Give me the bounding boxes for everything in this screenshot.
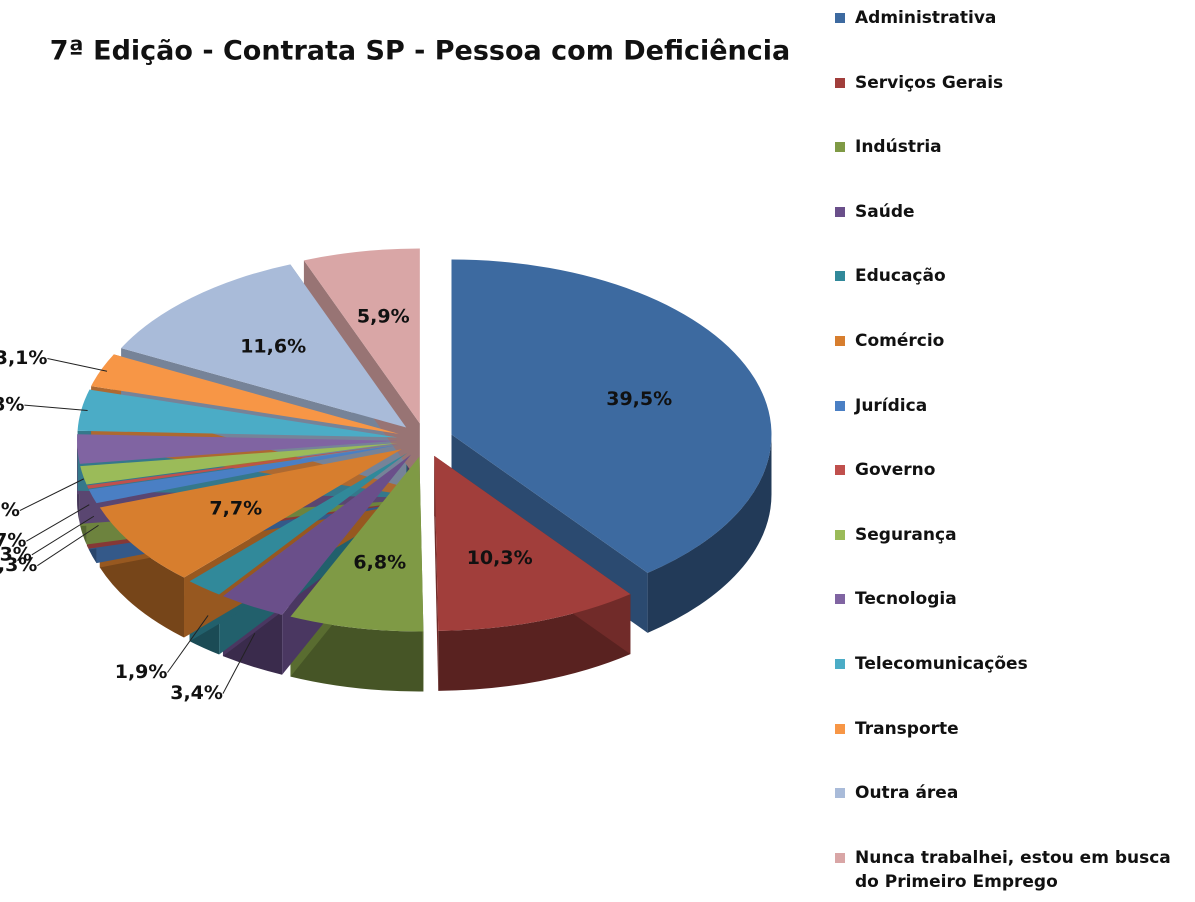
legend-swatch <box>835 13 845 23</box>
slice-side <box>647 434 772 633</box>
legend-label: Tecnologia <box>855 589 957 610</box>
legend-item: Indústria <box>835 135 1185 159</box>
legend-label: Administrativa <box>855 8 997 28</box>
legend-label: Governo <box>855 460 936 481</box>
slice <box>290 456 424 632</box>
legend-swatch <box>835 852 845 863</box>
legend-item: Tecnologia <box>835 587 1185 611</box>
leader-line <box>24 404 88 412</box>
slice <box>434 455 631 631</box>
data-label: 0,3% <box>0 543 32 565</box>
legend-label: Transporte <box>855 718 959 739</box>
legend-label: Comércio <box>855 331 945 351</box>
slice <box>451 259 772 573</box>
legend-item: Jurídica <box>835 394 1185 418</box>
data-label: 39,5% <box>606 388 672 410</box>
legend-item: Serviços Gerais <box>835 71 1185 95</box>
legend-item: Transporte <box>835 717 1185 741</box>
slice <box>303 248 420 424</box>
legend-item: Nunca trabalhei, estou em busca do Prime… <box>835 846 1185 894</box>
legend-swatch <box>835 659 845 669</box>
slice <box>189 452 408 595</box>
slice <box>121 264 407 428</box>
legend-swatch <box>835 529 845 540</box>
legend-label: Indústria <box>855 137 942 158</box>
legend-item: Governo <box>835 458 1185 482</box>
leader-line <box>37 524 99 567</box>
slice <box>99 449 402 578</box>
legend-swatch <box>835 336 845 346</box>
legend-label: Saúde <box>855 201 915 222</box>
slice <box>91 354 399 434</box>
slice <box>80 443 398 485</box>
legend-label: Jurídica <box>855 395 928 416</box>
legend-item: Educação <box>835 264 1185 288</box>
leader-line <box>31 515 95 556</box>
legend-swatch <box>835 594 845 605</box>
data-labels: 39,5% 10,3% 6,8% 3,4%1,9% 7,7% 1,3%0,3%1,7% 2,… <box>0 305 672 704</box>
slice <box>77 389 398 438</box>
data-label: 1,3% <box>0 554 37 576</box>
legend-swatch <box>835 271 845 282</box>
legend-item: Saúde <box>835 200 1185 224</box>
slice-tops <box>77 248 772 632</box>
slice <box>222 454 412 615</box>
slice-wall <box>434 455 439 691</box>
legend-swatch <box>835 400 845 411</box>
leader-line <box>167 615 209 673</box>
legend-label: Segurança <box>855 524 957 545</box>
data-label: 7,7% <box>209 497 262 519</box>
slice <box>77 434 398 464</box>
data-label: 3,1% <box>0 347 47 369</box>
legend-label: Serviços Gerais <box>855 72 1004 93</box>
data-label: 6,8% <box>353 551 406 573</box>
data-label: 1,7% <box>0 530 26 552</box>
leader-line <box>47 357 108 372</box>
legend-swatch <box>835 142 845 153</box>
chart-title: 7ª Edição - Contrata SP - Pessoa com Def… <box>50 36 791 67</box>
leader-line <box>26 504 90 542</box>
legend-label: Outra área <box>855 783 959 804</box>
leader-line <box>222 633 256 694</box>
data-label: 5,9% <box>357 305 410 327</box>
legend-item: Segurança <box>835 523 1185 547</box>
data-label: 10,3% <box>467 547 533 569</box>
legend-item: Telecomunicações <box>835 652 1185 676</box>
legend-item: Comércio <box>835 329 1185 353</box>
legend-swatch <box>835 77 845 88</box>
legend-label: Nunca trabalhei, estou em busca do Prime… <box>855 847 1171 892</box>
legend-item: Outra área <box>835 781 1185 805</box>
legend-swatch <box>835 206 845 217</box>
legend-swatch <box>835 723 845 734</box>
slice <box>86 444 398 489</box>
slice <box>88 444 399 504</box>
data-label: 2,7% <box>0 499 20 521</box>
data-label: 3,8% <box>0 394 24 416</box>
data-label: 1,9% <box>115 661 168 683</box>
legend-item: Administrativa <box>835 6 1185 30</box>
data-label: 3,4% <box>170 682 223 704</box>
chart: 7ª Edição - Contrata SP - Pessoa com Def… <box>0 36 791 705</box>
legend-swatch <box>835 788 845 799</box>
leader-line <box>19 478 85 511</box>
data-label: 11,6% <box>240 336 306 358</box>
legend-swatch <box>835 465 845 476</box>
legend-label: Telecomunicações <box>855 654 1028 674</box>
legend-label: Educação <box>855 266 946 287</box>
